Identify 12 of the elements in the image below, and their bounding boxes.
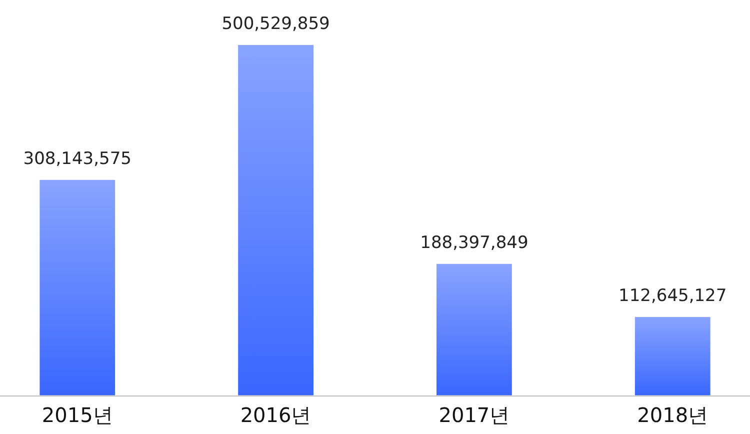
x-tick-label: 2017년: [438, 403, 510, 427]
data-label: 500,529,859: [222, 14, 330, 34]
x-tick-label: 2016년: [240, 403, 312, 427]
data-label: 188,397,849: [420, 232, 528, 253]
x-tick-label: 2018년: [637, 403, 708, 427]
bar: [436, 264, 512, 396]
data-label: 112,645,127: [618, 286, 727, 306]
x-tick-label: 2015년: [42, 403, 113, 427]
bar: [634, 317, 710, 396]
bar: [238, 45, 314, 396]
data-label: 308,143,575: [23, 148, 132, 169]
bar: [40, 180, 116, 396]
